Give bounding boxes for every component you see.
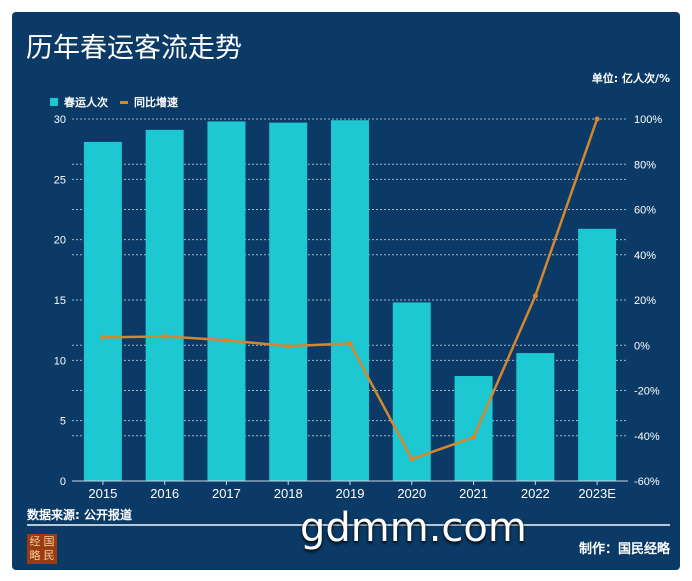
watermark: gdmm.com [300,505,527,551]
bar-2015 [83,141,122,481]
x-tick-label: 2017 [212,486,241,501]
growth-point-2017 [223,337,229,343]
chart-title: 历年春运客流走势 [26,33,242,64]
x-tick-label: 2016 [150,486,179,501]
data-source: 数据来源: 公开报道 [27,508,132,522]
unit-label: 单位: 亿人次/% [591,72,670,85]
y-tick-right: 80% [634,159,656,171]
logo-char: 国 [43,535,55,548]
bar-2016 [145,129,184,482]
legend-bar-swatch [50,98,58,106]
bar-2023E [578,228,617,481]
y-tick-left: 15 [54,295,66,307]
bar-2019 [331,120,369,481]
y-tick-right: 20% [634,295,656,307]
y-tick-right: 100% [634,114,662,126]
growth-point-2020 [409,456,415,462]
bar-2017 [207,121,246,481]
maker-credit: 制作：国民经略 [578,542,670,557]
legend: 春运人次 同比增速 [50,94,178,110]
logo-char: 略 [29,549,41,562]
y-tick-right: -60% [634,476,660,488]
growth-point-2021 [471,434,477,440]
x-tick-label: 2020 [397,486,426,501]
bar-2018 [269,122,308,482]
y-tick-right: -20% [634,386,660,398]
y-tick-left: 30 [54,114,66,126]
legend-bar-label: 春运人次 [64,96,108,109]
y-tick-right: 60% [634,205,656,217]
growth-point-2019 [347,340,353,346]
x-tick-label: 2021 [459,486,488,501]
divider [27,524,670,526]
growth-point-2015 [100,334,106,340]
x-tick-label: 2023E [578,486,616,501]
growth-point-2022 [532,293,538,299]
growth-point-2018 [285,343,291,349]
bar-2020 [392,302,431,481]
bar-2021 [454,376,493,481]
logo-char: 经 [29,535,41,548]
growth-point-2016 [162,333,168,339]
y-tick-left: 25 [54,174,66,186]
logo-char: 民 [43,549,55,562]
legend-line-swatch [120,100,128,104]
y-tick-left: 10 [54,355,66,367]
y-tick-left: 20 [54,235,66,247]
x-tick-label: 2015 [88,486,117,501]
y-tick-right: -40% [634,431,660,443]
y-tick-left: 0 [60,476,66,488]
y-tick-right: 0% [634,340,650,352]
y-tick-left: 5 [60,416,66,428]
x-tick-label: 2022 [521,486,550,501]
y-tick-right: 40% [634,250,656,262]
legend-line-label: 同比增速 [134,96,178,109]
logo: 经 国 略 民 [27,534,57,564]
growth-point-2023E [594,116,600,122]
x-tick-label: 2019 [336,486,365,501]
bar-2022 [516,353,555,481]
x-tick-label: 2018 [274,486,303,501]
